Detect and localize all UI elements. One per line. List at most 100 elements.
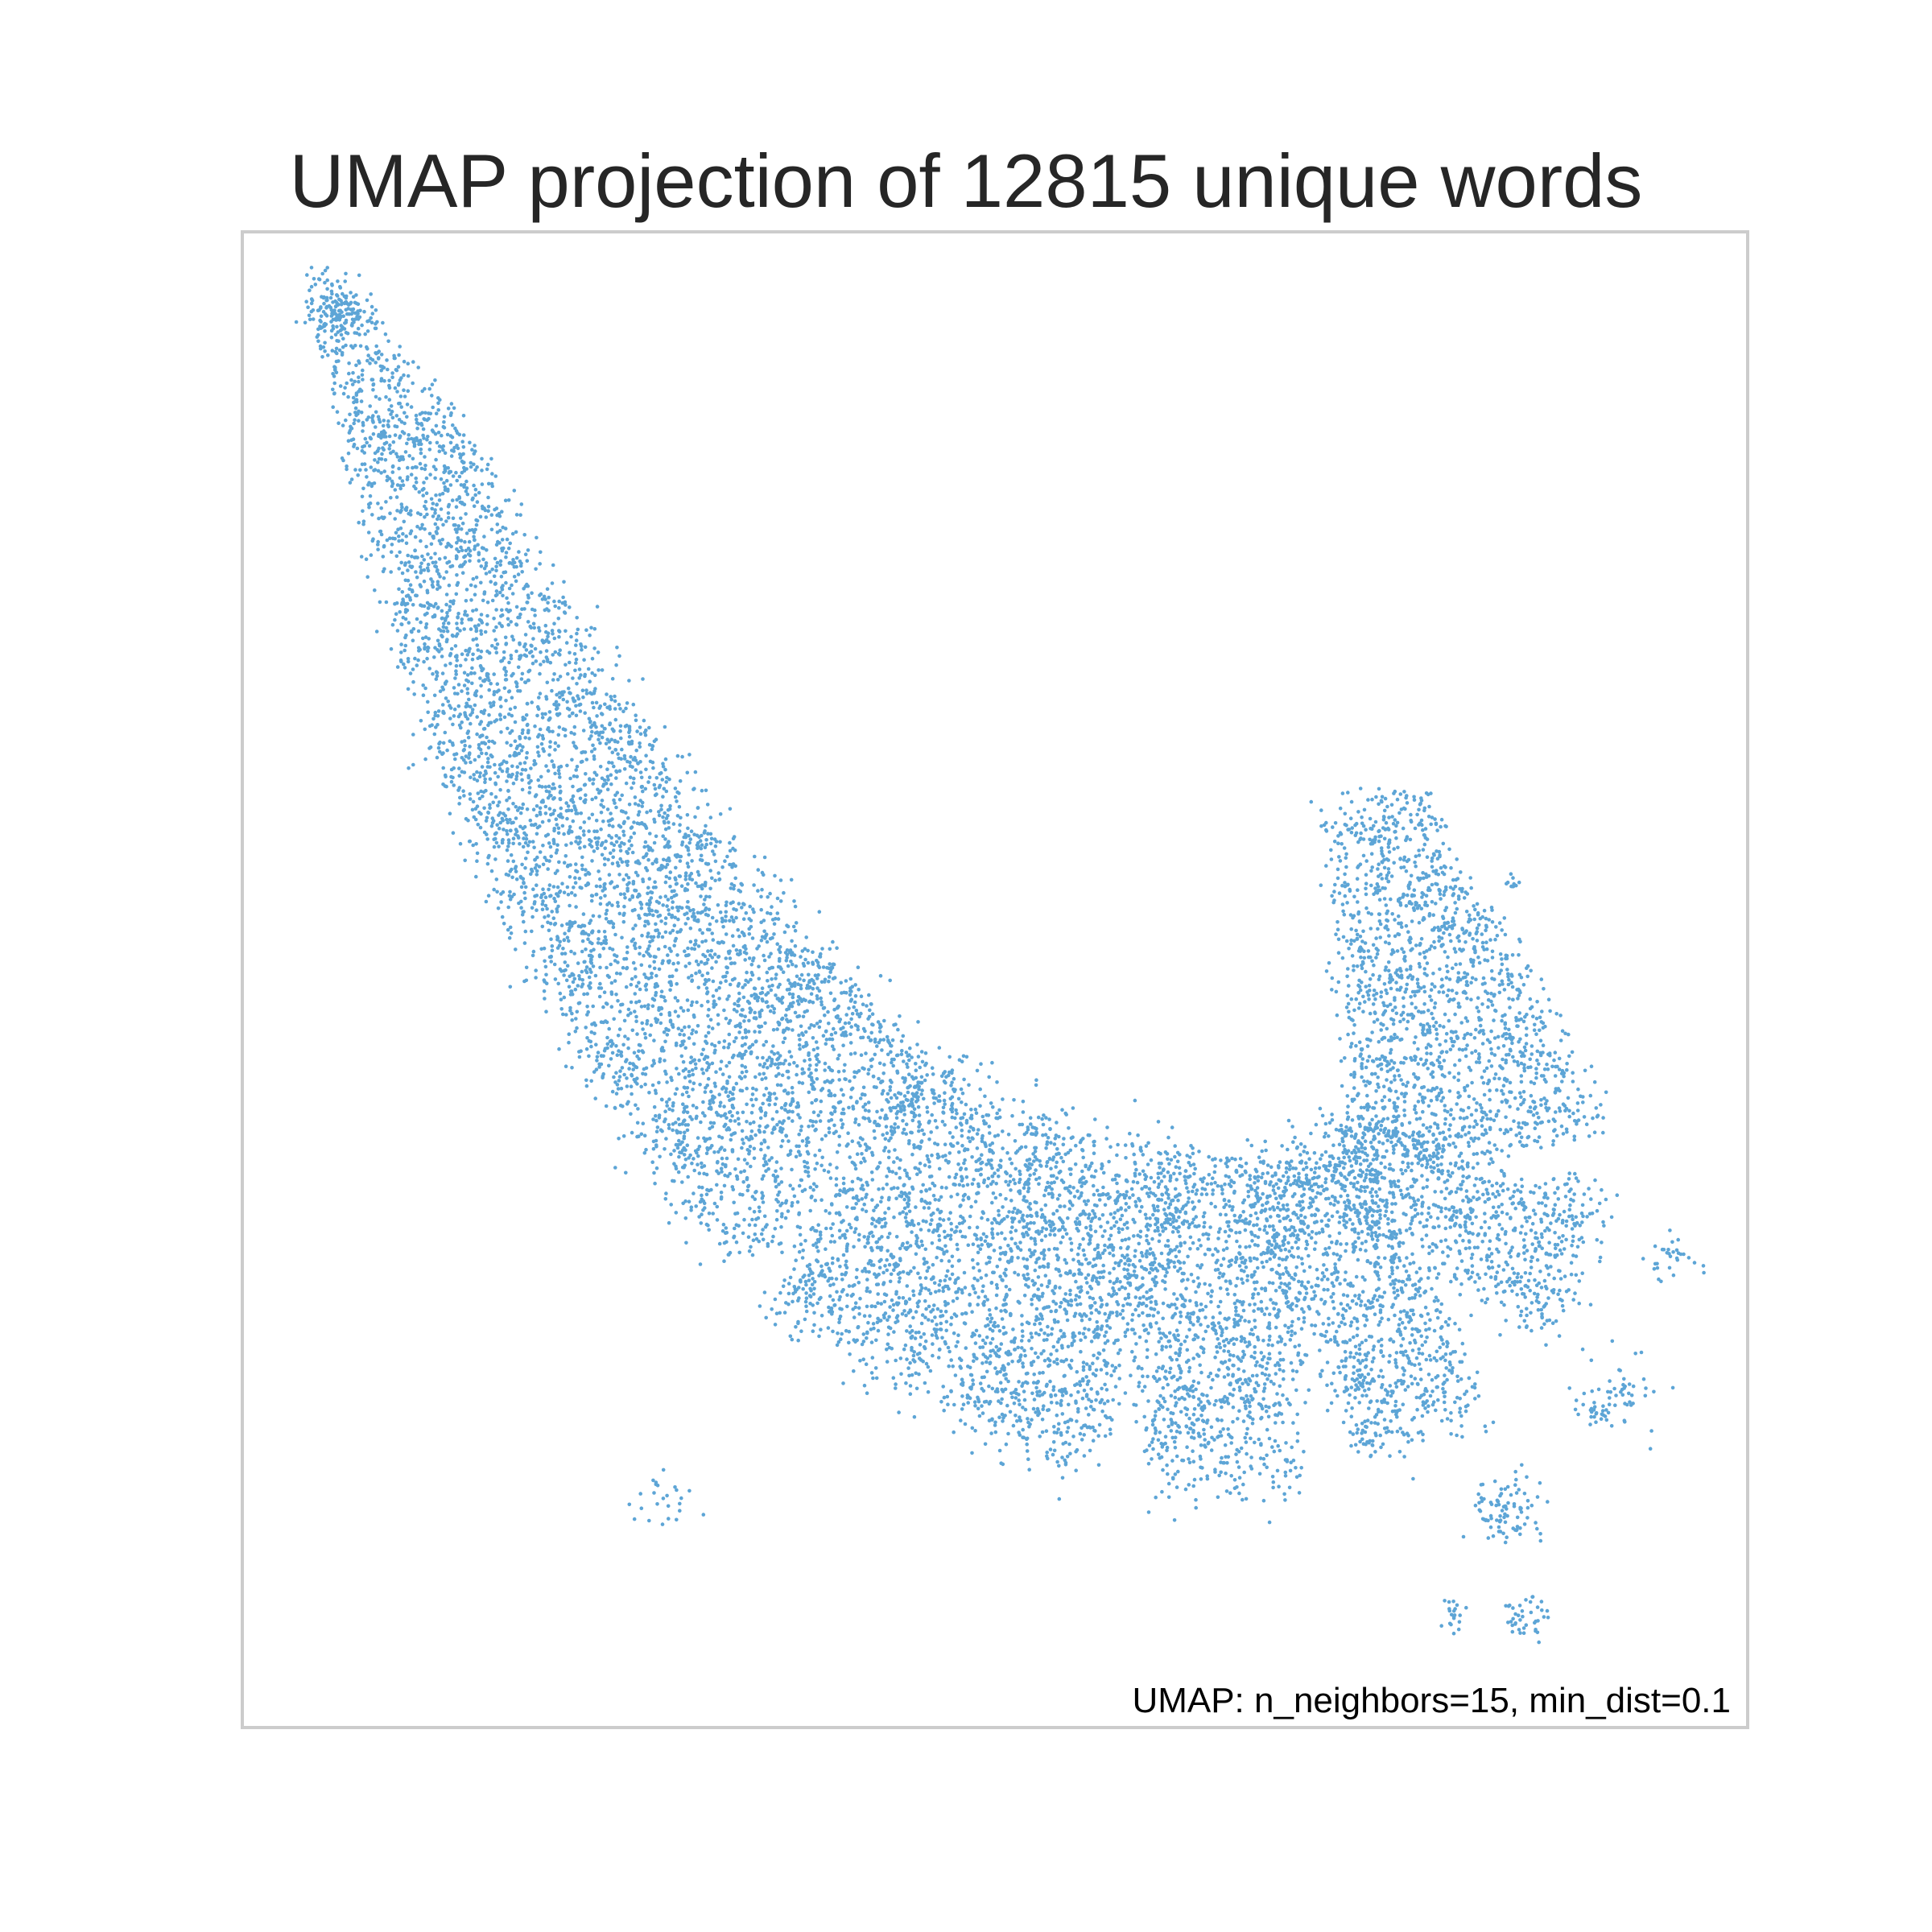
scatter-point — [1061, 1159, 1066, 1164]
scatter-point — [886, 1166, 890, 1170]
scatter-point — [433, 378, 437, 382]
scatter-point — [1364, 1065, 1368, 1070]
scatter-point — [1296, 1255, 1301, 1259]
scatter-point — [1530, 1328, 1534, 1333]
scatter-point — [1487, 1059, 1492, 1063]
scatter-point — [673, 1009, 678, 1013]
scatter-point — [1320, 1113, 1325, 1118]
scatter-point — [1475, 1151, 1480, 1156]
scatter-point — [472, 530, 477, 535]
scatter-point — [890, 1298, 894, 1302]
scatter-point — [969, 1108, 973, 1112]
scatter-point — [656, 935, 661, 939]
scatter-point — [1442, 893, 1446, 898]
scatter-point — [1354, 1302, 1359, 1306]
scatter-point — [1483, 1220, 1487, 1224]
scatter-point — [841, 1181, 846, 1186]
scatter-point — [912, 1350, 916, 1354]
scatter-point — [569, 841, 573, 845]
scatter-point — [436, 401, 440, 406]
scatter-point — [1344, 939, 1349, 943]
scatter-point — [477, 490, 481, 495]
scatter-point — [1297, 1491, 1302, 1495]
scatter-point — [555, 885, 560, 890]
scatter-point — [399, 419, 404, 424]
scatter-point — [421, 493, 425, 497]
scatter-point — [695, 1105, 699, 1110]
scatter-point — [764, 932, 769, 936]
scatter-point — [1406, 1165, 1410, 1170]
scatter-point — [1433, 1001, 1438, 1005]
scatter-point — [346, 451, 351, 456]
scatter-point — [464, 489, 469, 493]
scatter-point — [1496, 1034, 1501, 1039]
scatter-point — [1410, 1333, 1414, 1337]
scatter-point — [720, 1162, 725, 1166]
scatter-point — [534, 659, 539, 663]
scatter-point — [803, 1239, 807, 1243]
scatter-point — [559, 1007, 564, 1011]
scatter-point — [1205, 1474, 1209, 1478]
scatter-point — [1104, 1330, 1108, 1335]
scatter-point — [1224, 1212, 1228, 1217]
scatter-point — [1310, 1213, 1314, 1217]
scatter-point — [563, 931, 567, 935]
scatter-point — [1453, 885, 1458, 889]
scatter-point — [782, 1062, 786, 1066]
scatter-point — [374, 630, 379, 634]
scatter-point — [869, 1038, 873, 1042]
scatter-point — [1496, 1192, 1501, 1197]
scatter-point — [634, 1014, 638, 1019]
scatter-point — [847, 1222, 852, 1227]
scatter-point — [603, 894, 607, 898]
scatter-point — [1508, 1104, 1512, 1108]
scatter-point — [1407, 1135, 1412, 1139]
scatter-point — [1155, 1225, 1160, 1230]
scatter-point — [377, 356, 381, 360]
scatter-point — [1277, 1484, 1281, 1488]
scatter-point — [1438, 1023, 1442, 1028]
scatter-point — [1271, 1224, 1275, 1228]
scatter-point — [827, 1126, 832, 1130]
scatter-point — [926, 1364, 931, 1369]
scatter-point — [575, 682, 579, 686]
scatter-point — [513, 739, 518, 743]
scatter-point — [1489, 1051, 1494, 1055]
scatter-point — [461, 749, 466, 753]
scatter-point — [998, 1381, 1003, 1385]
scatter-point — [555, 692, 559, 697]
scatter-point — [687, 834, 691, 838]
scatter-point — [573, 1030, 578, 1034]
scatter-point — [1495, 1270, 1500, 1274]
scatter-point — [680, 843, 684, 847]
scatter-point — [1124, 1156, 1128, 1160]
scatter-point — [1089, 1399, 1094, 1404]
scatter-point — [1365, 1044, 1370, 1048]
scatter-point — [800, 1067, 805, 1071]
scatter-point — [1352, 1316, 1356, 1320]
scatter-point — [786, 978, 791, 982]
scatter-point — [1096, 1392, 1100, 1396]
scatter-point — [706, 949, 710, 953]
scatter-point — [736, 927, 740, 932]
scatter-point — [479, 649, 484, 654]
scatter-point — [705, 991, 709, 996]
scatter-point — [613, 1080, 617, 1084]
scatter-point — [774, 1217, 779, 1222]
scatter-point — [659, 994, 663, 999]
scatter-point — [1144, 1303, 1149, 1308]
scatter-point — [1154, 1410, 1158, 1414]
scatter-point — [452, 714, 456, 718]
scatter-point — [1092, 1192, 1096, 1197]
scatter-point — [1030, 1278, 1034, 1283]
scatter-point — [1447, 977, 1452, 981]
scatter-point — [968, 1292, 972, 1297]
scatter-point — [634, 975, 638, 979]
scatter-point — [514, 555, 519, 560]
scatter-point — [1237, 1476, 1242, 1480]
scatter-point — [503, 526, 508, 530]
scatter-point — [556, 703, 561, 707]
scatter-point — [708, 886, 712, 891]
scatter-point — [1253, 1440, 1257, 1445]
scatter-point — [683, 832, 687, 836]
